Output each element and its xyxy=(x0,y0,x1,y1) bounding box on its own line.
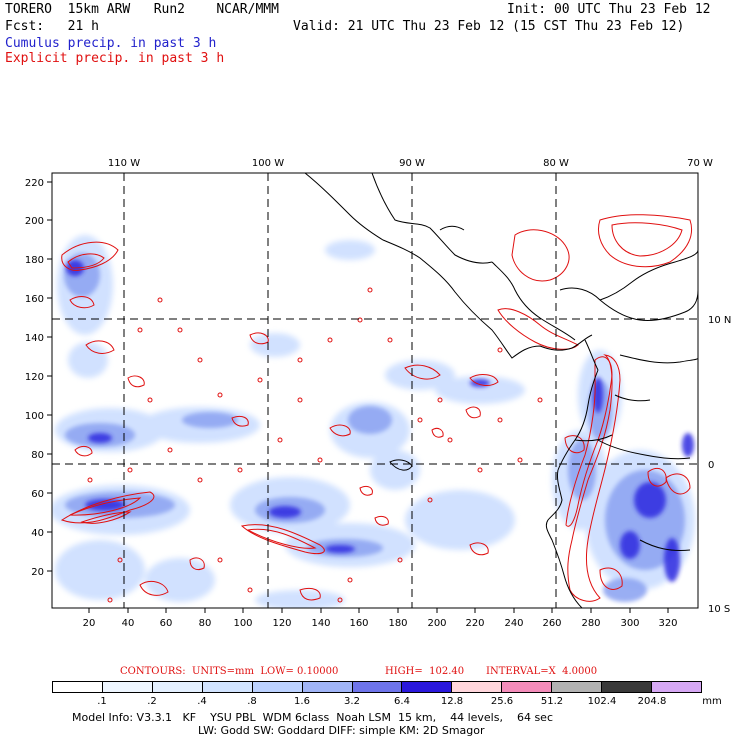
contour-interval-info: INTERVAL=X 4.0000 xyxy=(486,666,598,677)
legend-label: 204.8 xyxy=(637,696,667,707)
model-info-line: Model Info: V3.3.1 KF YSU PBL WDM 6class… xyxy=(72,711,553,724)
axis-ticks xyxy=(47,181,669,613)
legend-label: 51.2 xyxy=(540,696,564,707)
x-tick-label: 220 xyxy=(465,618,484,629)
map-frame xyxy=(51,172,699,609)
x-tick-label: 260 xyxy=(542,618,561,629)
precip-color-legend xyxy=(52,681,702,693)
legend-swatch xyxy=(53,682,103,692)
legend-label: .4 xyxy=(197,696,207,707)
legend-swatch xyxy=(552,682,603,692)
y-tick-label: 220 xyxy=(25,178,44,189)
y-tick-label: 120 xyxy=(25,372,44,383)
contour-units-info: CONTOURS: UNITS=mm LOW= 0.10000 xyxy=(120,666,339,677)
graticule xyxy=(52,173,698,608)
explicit-precip-contours xyxy=(60,214,693,602)
init-time: Init: 00 UTC Thu 23 Feb 12 xyxy=(507,2,711,17)
y-tick-label: 20 xyxy=(31,567,44,578)
contour-high-info: HIGH= 102.40 xyxy=(385,666,465,677)
x-tick-label: 20 xyxy=(83,618,96,629)
y-tick-label: 200 xyxy=(25,216,44,227)
lat-label-10n: 10 N xyxy=(708,315,731,326)
legend-swatch xyxy=(402,682,453,692)
cumulus-precip-dark xyxy=(66,260,694,582)
y-tick-label: 180 xyxy=(25,255,44,266)
lon-label-80w: 80 W xyxy=(543,158,569,169)
y-tick-label: 80 xyxy=(31,450,44,461)
legend-swatch xyxy=(252,682,303,692)
legend-label: .8 xyxy=(247,696,257,707)
legend-label: 1.6 xyxy=(294,696,310,707)
explicit-precip-label: Explicit precip. in past 3 h xyxy=(5,51,225,66)
legend-label: 3.2 xyxy=(344,696,360,707)
y-tick-label: 100 xyxy=(25,411,44,422)
legend-swatch xyxy=(602,682,653,692)
lon-label-110w: 110 W xyxy=(108,158,140,169)
x-tick-label: 120 xyxy=(272,618,291,629)
lat-label-10s: 10 S xyxy=(708,604,730,615)
lon-label-90w: 90 W xyxy=(399,158,425,169)
cumulus-precip-label: Cumulus precip. in past 3 h xyxy=(5,36,217,51)
x-tick-label: 80 xyxy=(199,618,212,629)
x-tick-label: 100 xyxy=(233,618,252,629)
legend-label: .2 xyxy=(147,696,157,707)
forecast-hour: Fcst: 21 h xyxy=(5,19,99,34)
legend-swatch xyxy=(352,682,403,692)
explicit-precip-speckles xyxy=(87,287,543,603)
legend-swatch xyxy=(102,682,153,692)
model-run-title: TORERO 15km ARW Run2 NCAR/MMM xyxy=(5,2,279,17)
legend-swatch xyxy=(452,682,503,692)
x-tick-label: 140 xyxy=(311,618,330,629)
legend-swatch xyxy=(202,682,253,692)
y-tick-label: 160 xyxy=(25,294,44,305)
x-tick-label: 280 xyxy=(581,618,600,629)
x-tick-label: 60 xyxy=(160,618,173,629)
valid-time: Valid: 21 UTC Thu 23 Feb 12 (15 CST Thu … xyxy=(293,19,685,34)
x-tick-label: 180 xyxy=(388,618,407,629)
legend-label: .1 xyxy=(97,696,107,707)
legend-label: 25.6 xyxy=(490,696,514,707)
lon-label-100w: 100 W xyxy=(252,158,284,169)
y-tick-label: 140 xyxy=(25,333,44,344)
x-tick-label: 40 xyxy=(122,618,135,629)
y-tick-label: 40 xyxy=(31,528,44,539)
lon-label-70w: 70 W xyxy=(687,158,713,169)
map-field xyxy=(52,173,698,608)
legend-unit: mm xyxy=(702,696,722,707)
model-physics-line: LW: Godd SW: Goddard DIFF: simple KM: 2D… xyxy=(198,724,485,737)
x-tick-label: 300 xyxy=(620,618,639,629)
legend-label: 12.8 xyxy=(440,696,464,707)
x-tick-label: 240 xyxy=(504,618,523,629)
x-tick-label: 160 xyxy=(349,618,368,629)
x-tick-label: 320 xyxy=(658,618,677,629)
legend-swatch xyxy=(302,682,353,692)
legend-swatch xyxy=(152,682,203,692)
legend-swatch xyxy=(652,682,701,692)
legend-label: 102.4 xyxy=(587,696,617,707)
x-tick-label: 200 xyxy=(427,618,446,629)
y-tick-label: 60 xyxy=(31,489,44,500)
legend-label: 6.4 xyxy=(394,696,410,707)
legend-swatch xyxy=(502,682,553,692)
lat-label-0: 0 xyxy=(708,460,714,471)
coastlines xyxy=(304,173,698,608)
